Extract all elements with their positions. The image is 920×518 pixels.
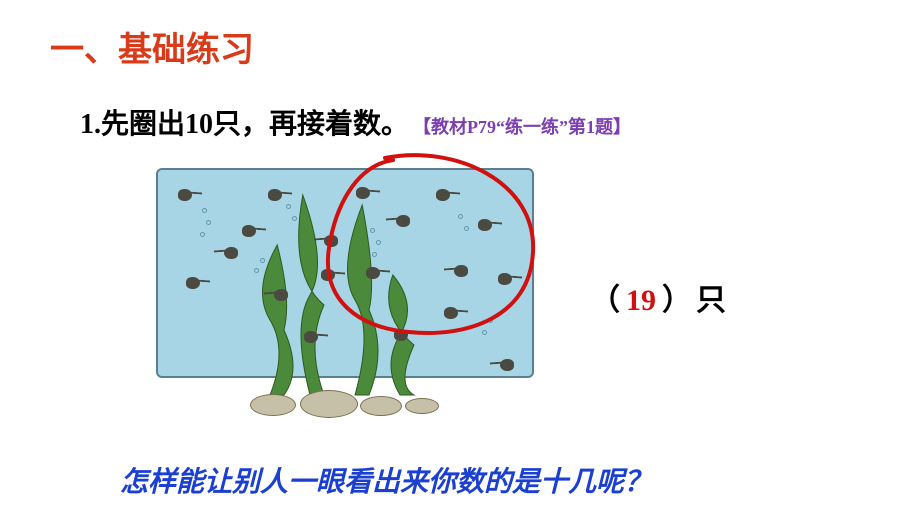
bubble-layer (156, 168, 534, 378)
answer-value: 19 (620, 284, 662, 318)
bubble (458, 214, 463, 219)
bubble (206, 220, 211, 225)
bubble (372, 252, 377, 257)
section-title: 一、基础练习 (50, 22, 254, 71)
bubble (488, 318, 493, 323)
paren-close: ） (662, 275, 692, 319)
paren-open: （ (590, 275, 620, 319)
rock (360, 396, 402, 416)
question-reference: 【教材P79“练一练”第1题】 (413, 113, 631, 139)
question-text: 先圈出10只，再接着数。 (101, 102, 409, 142)
rocks (230, 376, 460, 416)
bubble (464, 226, 469, 231)
bubble (292, 216, 297, 221)
rock (300, 390, 358, 418)
bubble (202, 208, 207, 213)
rock (250, 394, 296, 416)
tadpole-illustration (150, 160, 540, 430)
bubble (482, 330, 487, 335)
bubble (286, 204, 291, 209)
bubble (370, 228, 375, 233)
bubble (200, 232, 205, 237)
footer-question: 怎样能让别人一眼看出来你数的是十几呢？ (120, 460, 652, 500)
question-number: 1. (80, 109, 101, 141)
bubble (260, 258, 265, 263)
answer-unit: 只 (696, 275, 726, 319)
bubble (254, 268, 259, 273)
bubble (376, 240, 381, 245)
rock (405, 398, 439, 414)
answer-box: （ 19 ） 只 (590, 275, 726, 319)
question-line: 1. 先圈出10只，再接着数。 【教材P79“练一练”第1题】 (80, 102, 631, 142)
